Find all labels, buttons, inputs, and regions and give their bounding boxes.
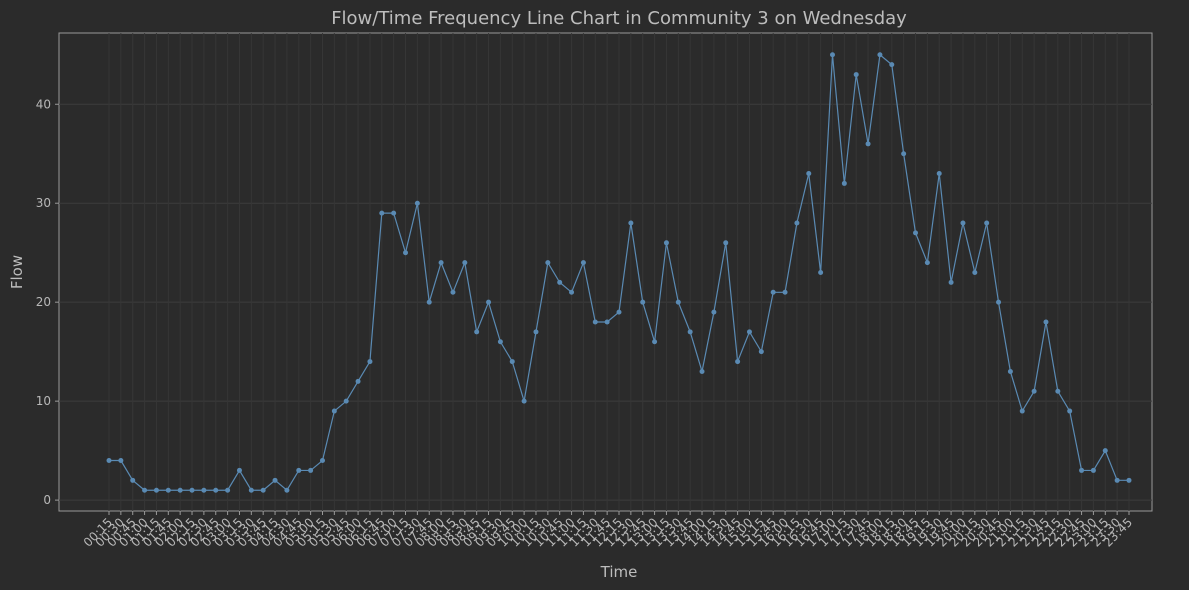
point [663,240,669,246]
point [711,309,717,315]
point [379,210,385,216]
point [640,299,646,305]
point [308,467,314,473]
point [142,487,148,493]
point [1126,477,1132,483]
point [165,487,171,493]
point [735,359,741,365]
y-tick-label: 20 [36,295,51,309]
point [1055,388,1061,394]
point [319,458,325,464]
point [438,260,444,266]
point [794,220,800,226]
x-axis-label: Time [600,563,638,581]
point [948,279,954,285]
point [580,260,586,266]
y-tick-label: 30 [36,196,51,210]
point [403,250,409,256]
point [106,458,112,464]
point [889,62,895,68]
chart-title: Flow/Time Frequency Line Chart in Commun… [331,8,907,29]
point [153,487,159,493]
point [960,220,966,226]
point [569,289,575,295]
point [474,329,480,335]
point [213,487,219,493]
point [628,220,634,226]
point [367,359,373,365]
point [913,230,919,236]
point [829,52,835,58]
point [877,52,883,58]
point [770,289,776,295]
point [1019,408,1025,414]
point [984,220,990,226]
point [391,210,397,216]
point [284,487,290,493]
point [806,171,812,177]
point [557,279,563,285]
y-tick-label: 10 [36,394,51,408]
point [1102,448,1108,454]
point [699,368,705,374]
point [936,171,942,177]
point [462,260,468,266]
point [189,487,195,493]
point [746,329,752,335]
point [521,398,527,404]
point [414,200,420,206]
point [616,309,622,315]
point [130,477,136,483]
point [118,458,124,464]
point [450,289,456,295]
y-tick-label: 0 [43,493,51,507]
point [260,487,266,493]
point [509,359,515,365]
point [1031,388,1037,394]
point [248,487,254,493]
point [841,180,847,186]
point [343,398,349,404]
y-axis-label: Flow [8,255,26,289]
point [687,329,693,335]
point [1114,477,1120,483]
point [225,487,231,493]
point [296,467,302,473]
point [1067,408,1073,414]
point [592,319,598,325]
point [1007,368,1013,374]
point [355,378,361,384]
point [853,72,859,78]
point [1079,467,1085,473]
point [201,487,207,493]
point [996,299,1002,305]
point [1090,467,1096,473]
point [901,151,907,157]
point [758,349,764,355]
point [924,260,930,266]
point [818,269,824,275]
point [497,339,503,345]
point [545,260,551,266]
point [604,319,610,325]
point [865,141,871,147]
point [272,477,278,483]
point [652,339,658,345]
point [533,329,539,335]
plot-frame [58,32,1153,512]
point [177,487,183,493]
point [426,299,432,305]
point [782,289,788,295]
y-tick-label: 40 [36,97,51,111]
point [675,299,681,305]
point [331,408,337,414]
point [236,467,242,473]
point [1043,319,1049,325]
point [723,240,729,246]
point [972,269,978,275]
point [486,299,492,305]
